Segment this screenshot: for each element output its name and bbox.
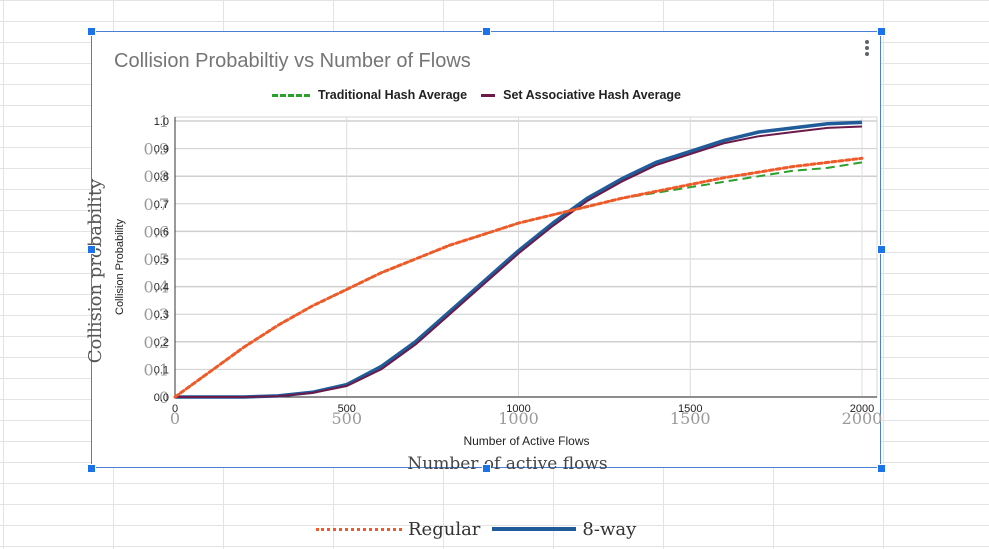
resize-handle-top-left[interactable]	[87, 27, 96, 36]
y-tick-label-outer: 0.8	[144, 167, 169, 186]
kebab-dot	[865, 40, 869, 44]
y-tick-label-outer: 0.6	[144, 222, 169, 241]
y-tick-label: 0.7	[154, 199, 169, 211]
legend-entry-traditional: Traditional Hash Average	[272, 88, 467, 102]
x-axis-title: Number of Active Flows	[463, 434, 589, 448]
y-tick-label: 0.6	[154, 226, 169, 238]
legend-top: Traditional Hash Average Set Associative…	[272, 87, 681, 103]
resize-handle-bottom[interactable]	[482, 464, 491, 473]
x-tick-label: 1000	[506, 403, 530, 415]
series-line-traditional-hash-average	[174, 161, 863, 398]
x-tick-label: 1500	[678, 403, 702, 415]
y-tick-label-outer: 0	[159, 388, 169, 407]
legend-swatch-solid	[481, 93, 496, 97]
y-axis-title-outer: Collision probability	[85, 178, 106, 363]
y-tick-label-outer: 0.1	[144, 360, 169, 379]
y-tick-label-outer: 0.3	[144, 305, 169, 324]
resize-handle-bottom-left[interactable]	[87, 464, 96, 473]
y-tick-label: 0.5	[154, 254, 169, 266]
x-tick-label-outer: 2000	[842, 409, 883, 428]
resize-handle-left[interactable]	[87, 245, 96, 254]
y-tick-label-outer: 0.9	[144, 140, 169, 159]
y-tick-label-outer: 1	[159, 112, 169, 131]
legend-swatch-dotted	[316, 527, 402, 531]
y-tick-label: 0.8	[154, 171, 169, 183]
legend-bottom: Regular 8-way	[316, 517, 636, 541]
kebab-dot	[865, 46, 869, 50]
chart-title: Collision Probabiltiy vs Number of Flows	[114, 50, 471, 72]
x-tick-label-outer: 1000	[498, 409, 539, 428]
plot-area	[174, 116, 878, 398]
y-tick-label: 0.2	[154, 337, 169, 349]
x-tick-label-outer: 0	[170, 409, 180, 428]
y-axis-title: Collision Probability	[114, 219, 126, 315]
y-tick-label-outer: 0.4	[144, 278, 169, 297]
y-tick-label: 0.9	[154, 144, 169, 156]
legend-entry-8-way: 8-way	[492, 519, 636, 540]
resize-handle-top[interactable]	[482, 27, 491, 36]
y-tick-label-outer: 0.5	[144, 250, 169, 269]
legend-entry-set-associative: Set Associative Hash Average	[481, 88, 681, 102]
x-axis-title-outer: Number of active flows	[407, 454, 607, 474]
series-line-set-associative-hash-average	[175, 125, 863, 398]
legend-swatch-blue	[492, 527, 577, 531]
x-tick-label-outer: 1500	[670, 409, 711, 428]
legend-entry-regular: Regular	[316, 519, 480, 540]
x-tick-label-outer: 500	[331, 409, 362, 428]
resize-handle-bottom-right[interactable]	[877, 464, 886, 473]
y-tick-label: 0.1	[154, 364, 169, 376]
legend-label: Traditional Hash Average	[318, 88, 468, 102]
resize-handle-right[interactable]	[877, 245, 886, 254]
x-tick-label: 500	[338, 403, 356, 415]
x-tick-label: 0	[172, 403, 178, 415]
y-tick-label: 0.3	[154, 309, 169, 321]
y-tick-label: 0.0	[154, 392, 169, 404]
y-tick-label: 1.0	[154, 116, 169, 128]
more-options-icon[interactable]	[860, 38, 874, 58]
x-tick-label: 2000	[850, 403, 874, 415]
y-tick-label-outer: 0.7	[144, 195, 169, 214]
legend-label: Regular	[408, 518, 481, 540]
legend-label: Set Associative Hash Average	[503, 88, 681, 102]
series-line-regular	[173, 156, 864, 399]
resize-handle-top-right[interactable]	[877, 27, 886, 36]
kebab-dot	[865, 52, 869, 56]
legend-label: 8-way	[582, 518, 637, 540]
y-tick-label-outer: 0.2	[144, 333, 169, 352]
legend-swatch-dashed	[272, 93, 310, 97]
y-tick-label: 0.4	[154, 282, 169, 294]
